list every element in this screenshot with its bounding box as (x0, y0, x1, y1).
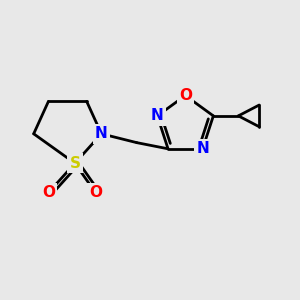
Text: O: O (42, 185, 55, 200)
Text: N: N (196, 141, 209, 156)
Text: S: S (69, 156, 80, 171)
Text: N: N (151, 108, 164, 123)
Text: O: O (89, 185, 102, 200)
Text: N: N (95, 126, 108, 141)
Text: O: O (179, 88, 192, 103)
